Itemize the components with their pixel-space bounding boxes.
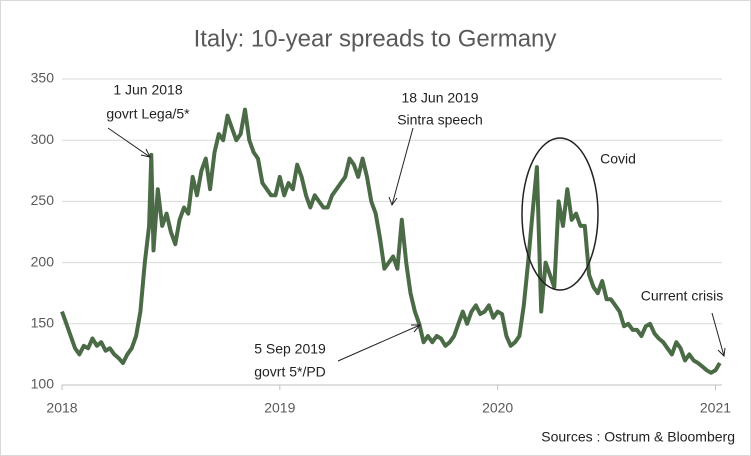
annotation: Sintra speech: [397, 112, 483, 128]
x-tick-label: 2021: [700, 400, 731, 416]
covid-ellipse: [521, 137, 599, 291]
annotation-shapes: [107, 127, 726, 362]
arrow-head: [388, 196, 398, 207]
annotation: govrt Lega/5*: [106, 106, 190, 122]
x-tick-label: 2018: [46, 400, 77, 416]
chart-title: Italy: 10-year spreads to Germany: [194, 25, 557, 52]
annotation: 1 Jun 2018: [113, 82, 182, 98]
grid: [61, 78, 722, 390]
arrow-head: [717, 347, 726, 358]
arrow: [337, 324, 421, 362]
x-tick-label: 2020: [482, 400, 513, 416]
y-tick-label: 250: [31, 192, 55, 208]
source: Sources : Ostrum & Bloomberg: [541, 429, 735, 445]
annotation: Covid: [600, 151, 636, 167]
annotation: 18 Jun 2019: [401, 90, 478, 106]
x-tick-label: 2019: [264, 400, 295, 416]
annotation: 5 Sep 2019: [254, 341, 326, 357]
annotation: govrt 5*/PD: [254, 364, 326, 380]
annotation: Current crisis: [641, 288, 723, 304]
series-line: [60, 107, 722, 375]
y-tick-label: 350: [31, 70, 55, 86]
arrow: [711, 312, 725, 357]
y-tick-label: 300: [31, 131, 55, 147]
y-tick-label: 100: [31, 376, 55, 392]
arrow-head: [140, 148, 151, 158]
arrow: [391, 127, 414, 206]
arrow-head: [411, 324, 422, 333]
y-tick-label: 150: [31, 315, 55, 331]
y-tick-label: 200: [31, 253, 55, 269]
arrow: [107, 127, 151, 158]
